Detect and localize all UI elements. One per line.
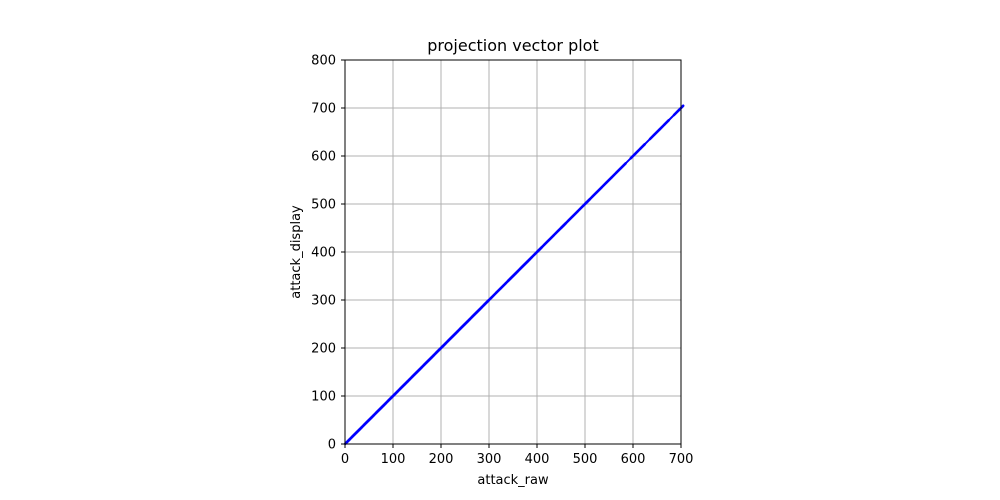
- y-tick-label: 800: [311, 54, 336, 69]
- data-point: [639, 142, 647, 150]
- data-point: [615, 166, 623, 174]
- x-tick-label: 300: [477, 452, 502, 467]
- data-point: [658, 123, 666, 131]
- x-tick-label: 100: [381, 452, 406, 467]
- data-point: [634, 147, 642, 155]
- data-point: [648, 133, 656, 141]
- x-tick-label: 500: [573, 452, 598, 467]
- data-point: [528, 253, 536, 261]
- chart-title: projection vector plot: [427, 36, 599, 55]
- data-point: [619, 162, 627, 170]
- data-point: [663, 118, 671, 126]
- x-axis-label: attack_raw: [477, 473, 549, 488]
- data-point: [629, 152, 637, 160]
- data-point: [562, 219, 570, 227]
- x-tick-label: 700: [669, 452, 694, 467]
- y-tick-label: 0: [328, 438, 336, 453]
- data-point: [571, 210, 579, 218]
- data-point: [600, 181, 608, 189]
- y-axis-label: attack_display: [289, 205, 304, 299]
- data-point: [499, 282, 507, 290]
- marker-layer: [343, 104, 685, 446]
- y-tick-label: 300: [311, 294, 336, 309]
- data-point: [605, 176, 613, 184]
- x-tick-label: 200: [429, 452, 454, 467]
- y-tick-label: 200: [311, 342, 336, 357]
- y-tick-label: 500: [311, 198, 336, 213]
- data-point: [595, 186, 603, 194]
- data-point: [495, 286, 503, 294]
- data-point: [547, 234, 555, 242]
- y-tick-label: 100: [311, 390, 336, 405]
- x-tick-label: 400: [525, 452, 550, 467]
- tick-layer: 0 100 200 300 400 500 600 700 0 100 200 300 400 500 60…: [311, 54, 693, 468]
- y-tick-label: 600: [311, 150, 336, 165]
- data-point: [538, 243, 546, 251]
- y-tick-label: 700: [311, 102, 336, 117]
- data-point: [490, 291, 498, 299]
- x-tick-label: 0: [341, 452, 349, 467]
- data-point: [485, 296, 493, 304]
- data-point: [591, 190, 599, 198]
- data-point: [610, 171, 618, 179]
- data-point: [543, 238, 551, 246]
- data-point: [672, 109, 680, 117]
- data-point: [586, 195, 594, 203]
- y-tick-label: 400: [311, 246, 336, 261]
- data-point: [552, 229, 560, 237]
- data-point: [653, 128, 661, 136]
- data-point: [576, 205, 584, 213]
- data-point: [567, 214, 575, 222]
- x-tick-label: 600: [621, 452, 646, 467]
